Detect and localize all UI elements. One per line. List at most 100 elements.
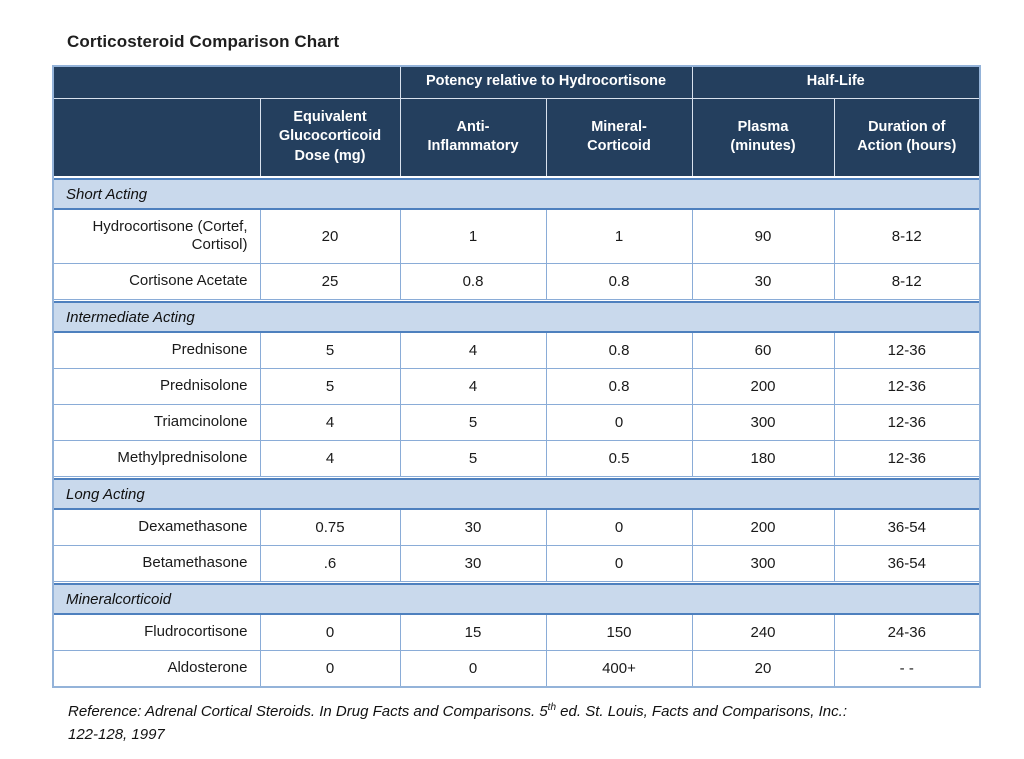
header-group-potency: Potency relative to Hydrocortisone <box>400 67 693 99</box>
value-cell: 0 <box>260 650 401 686</box>
value-cell: 1 <box>546 209 693 264</box>
value-cell: 12-36 <box>834 368 979 405</box>
reference-line2: 122-128, 1997 <box>68 725 165 743</box>
page-title: Corticosteroid Comparison Chart <box>67 32 340 51</box>
value-cell: 400+ <box>546 650 693 686</box>
reference-text: Reference: Adrenal Cortical Steroids. In… <box>68 703 548 720</box>
value-cell: 0 <box>546 509 693 546</box>
value-cell: 0.5 <box>546 440 693 477</box>
table-row: Methylprednisolone 4 5 0.5 180 12-36 <box>54 440 979 477</box>
drug-name-cell: Prednisone <box>54 332 261 369</box>
value-cell: 300 <box>692 404 835 441</box>
value-cell: 0.8 <box>546 332 693 369</box>
table-row: Prednisolone 5 4 0.8 200 12-36 <box>54 368 979 405</box>
value-cell: 0 <box>546 545 693 582</box>
corticosteroid-table: Potency relative to Hydrocortisone Half-… <box>54 67 979 686</box>
column-header-row: Equivalent Glucocorticoid Dose (mg) Anti… <box>54 98 979 176</box>
section-spacer <box>54 581 979 584</box>
value-cell: 36-54 <box>834 509 979 546</box>
value-cell: 4 <box>400 368 547 405</box>
header-group-empty <box>54 67 401 99</box>
value-cell: 0 <box>546 404 693 441</box>
section-header-long-acting: Long Acting <box>54 478 979 510</box>
col-header-plasma: Plasma (minutes) <box>692 98 835 176</box>
comparison-table: Potency relative to Hydrocortisone Half-… <box>52 65 981 688</box>
drug-name-cell: Aldosterone <box>54 650 261 686</box>
drug-name-cell: Prednisolone <box>54 368 261 405</box>
value-cell: 5 <box>400 440 547 477</box>
drug-name-cell: Betamethasone <box>54 545 261 582</box>
section-label: Short Acting <box>54 178 979 210</box>
drug-name-cell: Cortisone Acetate <box>54 263 261 300</box>
table-row: Betamethasone .6 30 0 300 36-54 <box>54 545 979 582</box>
value-cell: 24-36 <box>834 614 979 651</box>
section-header-short-acting: Short Acting <box>54 178 979 210</box>
value-cell: 1 <box>400 209 547 264</box>
value-cell: 180 <box>692 440 835 477</box>
section-spacer <box>54 476 979 479</box>
value-cell: 30 <box>400 545 547 582</box>
value-cell: 0.8 <box>400 263 547 300</box>
col-header-anti-inflammatory: Anti- Inflammatory <box>400 98 547 176</box>
value-cell: 20 <box>260 209 401 264</box>
section-label: Intermediate Acting <box>54 301 979 333</box>
value-cell: 60 <box>692 332 835 369</box>
value-cell: 300 <box>692 545 835 582</box>
section-spacer <box>54 299 979 302</box>
value-cell: 15 <box>400 614 547 651</box>
col-header-drug <box>54 98 261 176</box>
section-label: Mineralcorticoid <box>54 583 979 615</box>
value-cell: 200 <box>692 509 835 546</box>
value-cell: 4 <box>400 332 547 369</box>
value-cell: 12-36 <box>834 332 979 369</box>
drug-name-cell: Triamcinolone <box>54 404 261 441</box>
table-row: Aldosterone 0 0 400+ 20 - - <box>54 650 979 686</box>
value-cell: 8-12 <box>834 209 979 264</box>
table-row: Triamcinolone 4 5 0 300 12-36 <box>54 404 979 441</box>
header-group-half-life: Half-Life <box>692 67 979 99</box>
value-cell: 36-54 <box>834 545 979 582</box>
section-spacer <box>54 176 979 179</box>
col-header-dose: Equivalent Glucocorticoid Dose (mg) <box>260 98 401 176</box>
section-label: Long Acting <box>54 478 979 510</box>
value-cell: 30 <box>400 509 547 546</box>
reference-superscript: th <box>547 702 557 713</box>
value-cell: .6 <box>260 545 401 582</box>
value-cell: 0.8 <box>546 263 693 300</box>
table-row: Cortisone Acetate 25 0.8 0.8 30 8-12 <box>54 263 979 300</box>
value-cell: 240 <box>692 614 835 651</box>
value-cell: 5 <box>260 368 401 405</box>
value-cell: 0.75 <box>260 509 401 546</box>
value-cell: 12-36 <box>834 440 979 477</box>
value-cell: 12-36 <box>834 404 979 441</box>
table-row: Fludrocortisone 0 15 150 240 24-36 <box>54 614 979 651</box>
value-cell: - - <box>834 650 979 686</box>
reference-citation: Reference: Adrenal Cortical Steroids. In… <box>68 700 980 746</box>
drug-name-cell: Dexamethasone <box>54 509 261 546</box>
value-cell: 0.8 <box>546 368 693 405</box>
drug-name-cell: Methylprednisolone <box>54 440 261 477</box>
value-cell: 4 <box>260 404 401 441</box>
table-row: Hydrocortisone (Cortef, Cortisol) 20 1 1… <box>54 209 979 264</box>
section-header-mineralcorticoid: Mineralcorticoid <box>54 583 979 615</box>
table-row: Prednisone 5 4 0.8 60 12-36 <box>54 332 979 369</box>
table-row: Dexamethasone 0.75 30 0 200 36-54 <box>54 509 979 546</box>
value-cell: 200 <box>692 368 835 405</box>
reference-text-suffix: ed. St. Louis, Facts and Comparisons, In… <box>556 703 847 720</box>
value-cell: 90 <box>692 209 835 264</box>
section-header-intermediate-acting: Intermediate Acting <box>54 301 979 333</box>
value-cell: 0 <box>260 614 401 651</box>
header-group-row: Potency relative to Hydrocortisone Half-… <box>54 67 979 99</box>
col-header-duration: Duration of Action (hours) <box>834 98 979 176</box>
value-cell: 5 <box>260 332 401 369</box>
value-cell: 5 <box>400 404 547 441</box>
drug-name-cell: Hydrocortisone (Cortef, Cortisol) <box>54 209 261 264</box>
value-cell: 150 <box>546 614 693 651</box>
value-cell: 25 <box>260 263 401 300</box>
col-header-mineral-corticoid: Mineral- Corticoid <box>546 98 693 176</box>
value-cell: 30 <box>692 263 835 300</box>
value-cell: 20 <box>692 650 835 686</box>
value-cell: 0 <box>400 650 547 686</box>
value-cell: 4 <box>260 440 401 477</box>
